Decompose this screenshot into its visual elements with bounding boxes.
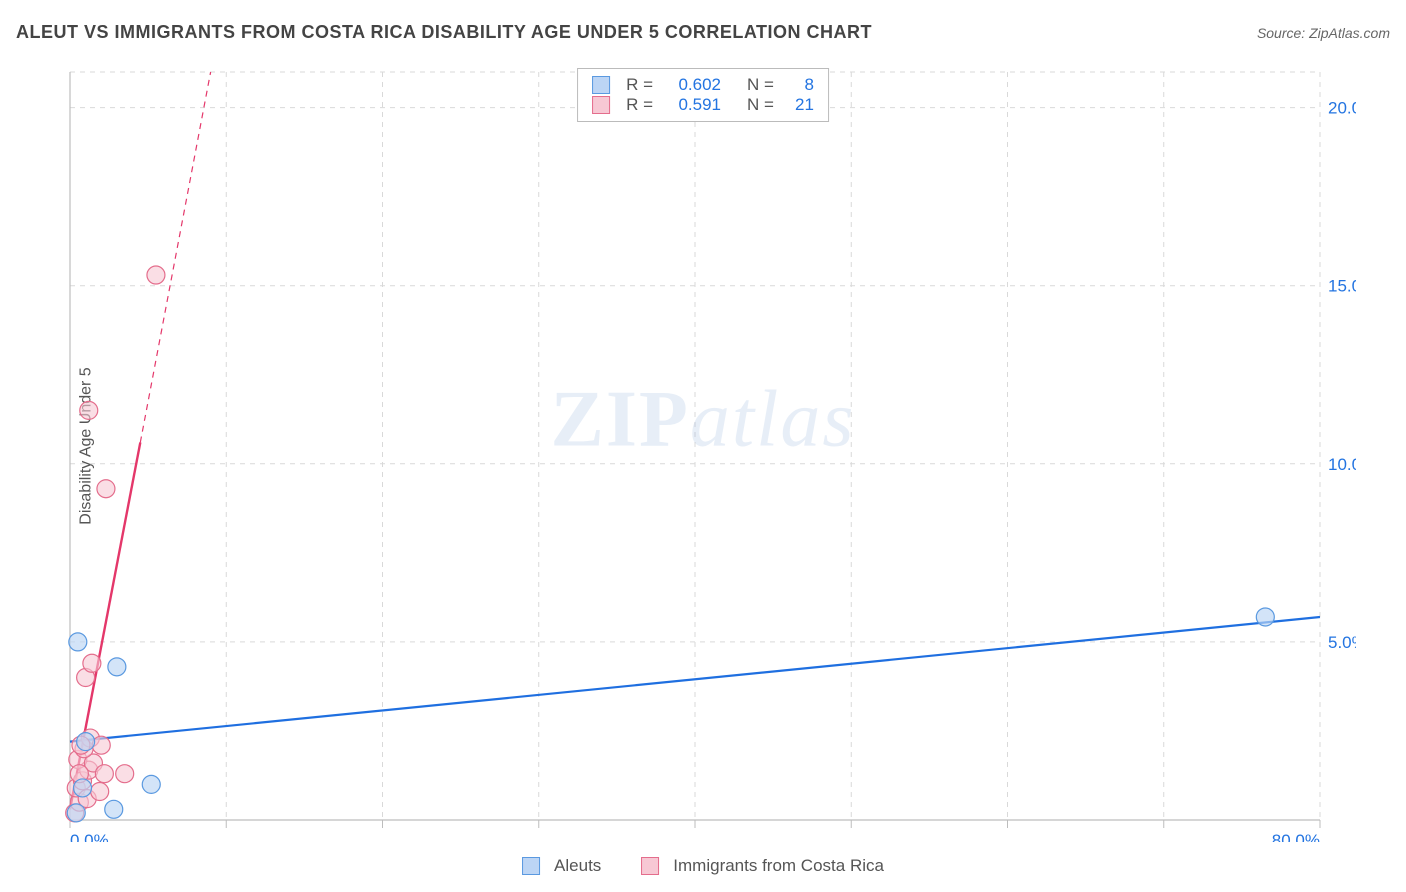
stats-row-aleuts: R = 0.602 N = 8 [592,75,814,95]
chart-title: ALEUT VS IMMIGRANTS FROM COSTA RICA DISA… [16,22,872,43]
svg-text:15.0%: 15.0% [1328,277,1356,296]
legend-item-aleuts: Aleuts [522,856,601,876]
svg-text:5.0%: 5.0% [1328,633,1356,652]
swatch-costarica [592,96,610,114]
swatch-costarica [641,857,659,875]
r-label: R = [626,75,653,95]
header: ALEUT VS IMMIGRANTS FROM COSTA RICA DISA… [16,22,1390,43]
legend-item-costarica: Immigrants from Costa Rica [641,856,884,876]
n-value-aleuts: 8 [788,75,814,95]
svg-text:0.0%: 0.0% [70,831,109,842]
svg-text:10.0%: 10.0% [1328,455,1356,474]
legend-label-aleuts: Aleuts [554,856,601,876]
chart-svg: 0.0% 80.0% 5.0% 10.0% 15.0% 20.0% [50,60,1356,842]
swatch-aleuts [592,76,610,94]
source-label: Source: ZipAtlas.com [1257,25,1390,41]
n-label: N = [747,95,774,115]
stats-legend: R = 0.602 N = 8 R = 0.591 N = 21 [577,68,829,122]
r-value-costarica: 0.591 [667,95,721,115]
chart-area: ZIPatlas 0.0%80.0%5.0%10.0%15.0%20.0% [50,60,1356,842]
r-label: R = [626,95,653,115]
r-value-aleuts: 0.602 [667,75,721,95]
n-value-costarica: 21 [788,95,814,115]
legend-label-costarica: Immigrants from Costa Rica [673,856,884,876]
bottom-legend: Aleuts Immigrants from Costa Rica [522,856,884,876]
swatch-aleuts [522,857,540,875]
n-label: N = [747,75,774,95]
svg-text:20.0%: 20.0% [1328,99,1356,118]
svg-text:80.0%: 80.0% [1272,831,1320,842]
stats-row-costarica: R = 0.591 N = 21 [592,95,814,115]
